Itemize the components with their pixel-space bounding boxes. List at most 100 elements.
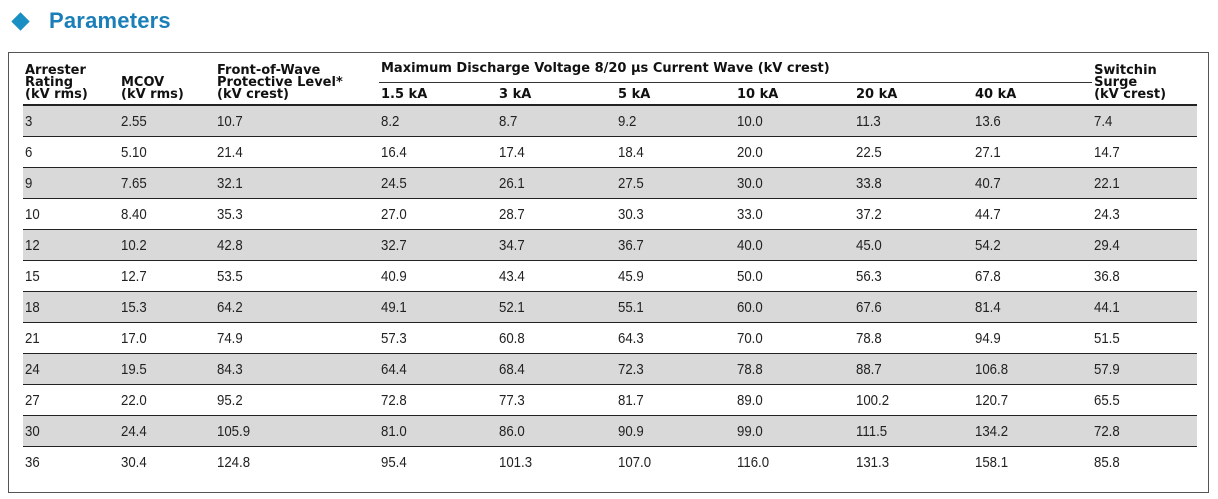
table-body: 3 2.55 10.7 8.2 8.7 9.2 10.0 11.3 13.6 7.4 6 5.10 21… xyxy=(23,105,1198,478)
table-cell: 24.3 xyxy=(1092,198,1198,230)
table-cell: 81.0 xyxy=(379,415,497,447)
table-cell: 20.0 xyxy=(735,136,854,168)
table-row: 9 7.65 32.1 24.5 26.1 27.5 30.0 33.8 40.7 22.1 xyxy=(23,167,1198,199)
table-cell: 44.1 xyxy=(1092,291,1198,323)
table-cell: 28.7 xyxy=(497,198,616,230)
section-title: Parameters xyxy=(49,8,171,33)
table-cell: 30 xyxy=(23,415,119,447)
table-cell: 124.8 xyxy=(217,453,251,471)
table-cell: 72.8 xyxy=(379,384,497,416)
table-cell: 72.3 xyxy=(616,353,735,385)
table-cell: 17.4 xyxy=(497,136,616,168)
table-cell: 5.10 xyxy=(119,136,215,168)
table-cell: 44.7 xyxy=(973,198,1093,230)
table-cell: 81.4 xyxy=(973,291,1093,323)
table-cell: 27.0 xyxy=(379,198,497,230)
table-cell: 77.3 xyxy=(497,384,616,416)
header-arrester-rating: Arrester Rating (kV rms) xyxy=(23,61,119,106)
table-cell: 30.0 xyxy=(735,167,854,199)
table-cell: 15 xyxy=(23,260,119,292)
table-cell: 95.2 xyxy=(215,384,379,416)
table-cell: 106.8 xyxy=(973,353,1093,385)
table-cell: 7.65 xyxy=(119,167,215,199)
table-cell: 2.55 xyxy=(119,105,215,137)
table-row: 12 10.2 42.8 32.7 34.7 36.7 40.0 45.0 54.2 29.4 xyxy=(23,229,1198,261)
table-cell: 35.3 xyxy=(215,198,379,230)
header-mcov: MCOV (kV rms) xyxy=(119,61,215,106)
table-cell: 55.1 xyxy=(616,291,735,323)
section-header: Parameters xyxy=(8,6,171,36)
table-cell: 8.7 xyxy=(497,105,616,137)
table-cell: 24.5 xyxy=(379,167,497,199)
table-cell: 24.4 xyxy=(119,415,215,447)
table-cell: 74.9 xyxy=(215,322,379,354)
table-cell: 32.1 xyxy=(215,167,379,199)
table-cell: 22.5 xyxy=(854,136,973,168)
table-cell: 30.3 xyxy=(616,198,735,230)
table-cell: 12 xyxy=(23,229,119,261)
table-cell: 36.8 xyxy=(1092,260,1198,292)
header-front-of-wave: Front-of-Wave Protective Level* (kV cres… xyxy=(215,61,379,106)
table-cell: 64.4 xyxy=(379,353,497,385)
table-cell: 53.5 xyxy=(215,260,379,292)
table-cell: 86.0 xyxy=(497,415,616,447)
table-cell: 10.7 xyxy=(215,105,379,137)
table-cell: 51.5 xyxy=(1092,322,1198,354)
header-switching-surge: Switchin Surge (kV crest) xyxy=(1092,61,1198,106)
header-row-top: Arrester Rating (kV rms) MCOV (kV rms) F… xyxy=(23,61,1198,106)
table-cell: 94.9 xyxy=(973,322,1093,354)
table-row: 10 8.40 35.3 27.0 28.7 30.3 33.0 37.2 44.7 24.3 xyxy=(23,198,1198,230)
table-cell: 90.9 xyxy=(616,415,735,447)
table-cell: 36.7 xyxy=(616,229,735,261)
table-cell: 16.4 xyxy=(379,136,497,168)
table-cell: 22.1 xyxy=(1092,167,1198,199)
table-cell: 21 xyxy=(23,322,119,354)
table-cell: 45.9 xyxy=(616,260,735,292)
header-10-ka: 10 kA xyxy=(735,83,854,106)
header-5-ka: 5 kA xyxy=(616,83,735,106)
table-cell: 27 xyxy=(23,384,119,416)
table-cell: 158.1 xyxy=(975,453,1009,471)
table-cell: 8.2 xyxy=(379,105,497,137)
table-cell: 101.3 xyxy=(499,453,533,471)
table-cell: 89.0 xyxy=(735,384,854,416)
parameters-table: Arrester Rating (kV rms) MCOV (kV rms) F… xyxy=(23,61,1198,478)
table-cell: 14.7 xyxy=(1092,136,1198,168)
table-cell: 45.0 xyxy=(854,229,973,261)
header-20-ka: 20 kA xyxy=(854,83,973,106)
header-3-ka: 3 kA xyxy=(497,83,616,106)
table-cell: 24 xyxy=(23,353,119,385)
table-cell: 11.3 xyxy=(854,105,973,137)
table-cell: 120.7 xyxy=(973,384,1093,416)
table-cell: 57.9 xyxy=(1092,353,1198,385)
table-cell: 32.7 xyxy=(379,229,497,261)
header-1-5-ka: 1.5 kA xyxy=(379,83,497,106)
table-row: 36 30.4 124.8 95.4 101.3 107.0 116.0 131.3 158.1… xyxy=(23,447,1197,478)
table-cell: 95.4 xyxy=(381,453,407,471)
table-cell: 100.2 xyxy=(854,384,973,416)
table-cell: 81.7 xyxy=(616,384,735,416)
table-row: 6 5.10 21.4 16.4 17.4 18.4 20.0 22.5 27.1 14.7 xyxy=(23,136,1198,168)
table-cell: 21.4 xyxy=(215,136,379,168)
table-cell: 17.0 xyxy=(119,322,215,354)
table-cell: 12.7 xyxy=(119,260,215,292)
table-cell: 40.7 xyxy=(973,167,1093,199)
header-row-sub: 1.5 kA 3 kA 5 kA 10 kA 20 kA 40 kA xyxy=(23,83,1197,106)
table-cell: 43.4 xyxy=(497,260,616,292)
table-cell: 9 xyxy=(23,167,119,199)
table-cell: 49.1 xyxy=(379,291,497,323)
table-row: 18 15.3 64.2 49.1 52.1 55.1 60.0 67.6 81.4 44.1 xyxy=(23,291,1198,323)
table-cell: 65.5 xyxy=(1092,384,1198,416)
table-row: 24 19.5 84.3 64.4 68.4 72.3 78.8 88.7 106.8 57.9 xyxy=(23,353,1198,385)
table-cell: 72.8 xyxy=(1092,415,1198,447)
table-cell: 78.8 xyxy=(735,353,854,385)
table-cell: 9.2 xyxy=(616,105,735,137)
parameters-table-frame: Arrester Rating (kV rms) MCOV (kV rms) F… xyxy=(8,52,1209,493)
table-cell: 85.8 xyxy=(1094,453,1120,471)
table-cell: 33.0 xyxy=(735,198,854,230)
table-row: 15 12.7 53.5 40.9 43.4 45.9 50.0 56.3 67.8 36.8 xyxy=(23,260,1198,292)
table-cell: 42.8 xyxy=(215,229,379,261)
table-cell: 36 xyxy=(25,453,40,471)
table-cell: 27.1 xyxy=(973,136,1093,168)
table-cell: 10.0 xyxy=(735,105,854,137)
